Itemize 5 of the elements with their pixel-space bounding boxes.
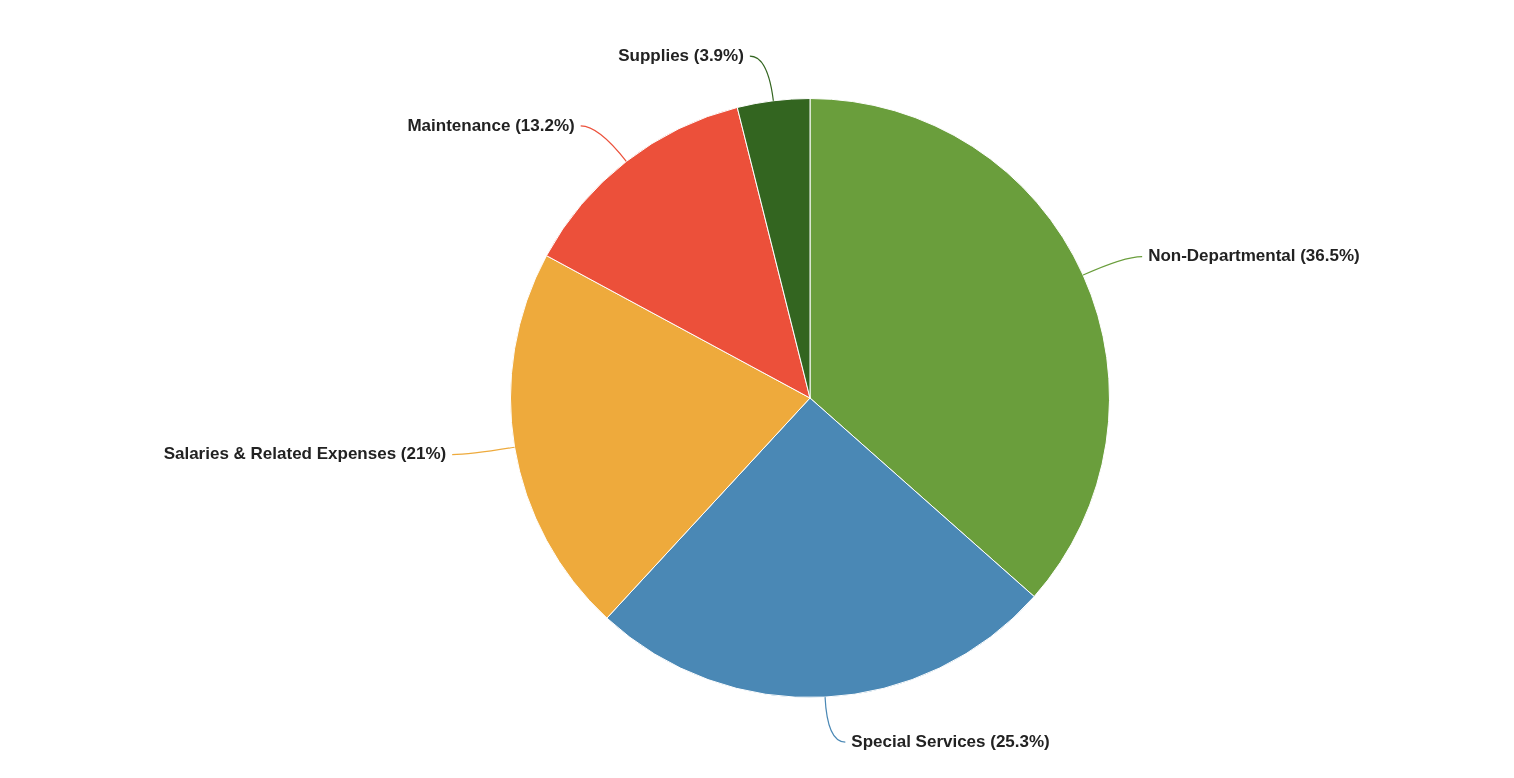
- slice-label: Supplies (3.9%): [618, 45, 744, 65]
- slice-label: Non-Departmental (36.5%): [1148, 246, 1360, 266]
- slice-label: Maintenance (13.2%): [407, 115, 575, 135]
- slice-label: Special Services (25.3%): [851, 731, 1050, 751]
- slice-label: Salaries & Related Expenses (21%): [163, 444, 447, 464]
